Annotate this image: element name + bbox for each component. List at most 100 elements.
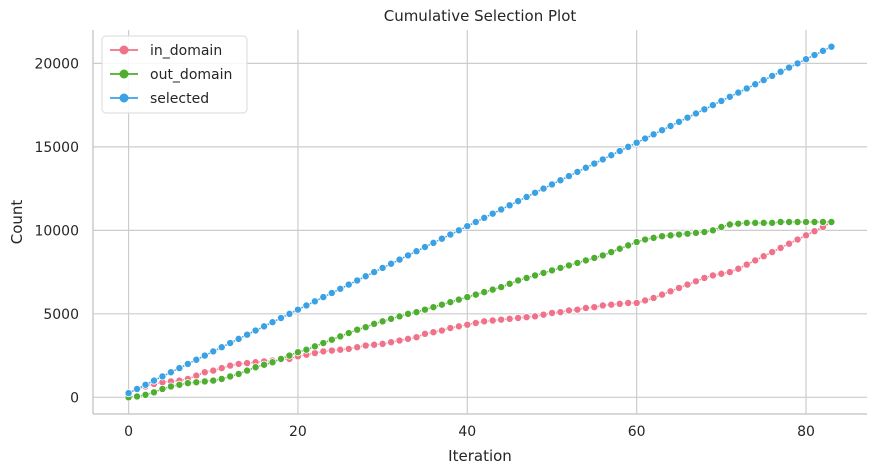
legend-item-out-domain: out_domain [110, 67, 232, 83]
data-point [361, 272, 370, 281]
data-point [624, 298, 633, 307]
data-point [463, 293, 472, 302]
data-point [361, 341, 370, 350]
data-point [793, 59, 802, 68]
data-point [793, 217, 802, 226]
data-point [446, 298, 455, 307]
data-point [260, 322, 269, 331]
data-point [658, 232, 667, 241]
legend-marker [119, 69, 129, 79]
data-point [336, 332, 345, 341]
data-point [675, 230, 684, 239]
data-point [581, 303, 590, 312]
y-tick-labels: 0 5000 10000 15000 20000 [34, 56, 79, 406]
data-point [759, 252, 768, 261]
data-point [488, 209, 497, 218]
data-point [725, 220, 734, 229]
data-point [302, 301, 311, 310]
data-point [293, 348, 302, 357]
data-point [573, 167, 582, 176]
data-point [708, 271, 717, 280]
data-point [268, 358, 277, 367]
data-point [429, 303, 438, 312]
data-point [217, 374, 226, 383]
data-point [514, 197, 523, 206]
data-point [598, 301, 607, 310]
legend-items: in_domain out_domain selected [110, 43, 232, 107]
data-point [632, 238, 641, 247]
data-point [556, 263, 565, 272]
data-point [370, 340, 379, 349]
data-point [319, 293, 328, 302]
data-point [691, 109, 700, 118]
y-axis-label: Count [8, 200, 26, 245]
data-point [632, 298, 641, 307]
data-point [564, 172, 573, 181]
data-point [793, 235, 802, 244]
data-point [641, 296, 650, 305]
data-point [691, 277, 700, 286]
data-point [497, 205, 506, 214]
series-group [124, 42, 836, 402]
data-point [708, 226, 717, 235]
legend-marker [119, 93, 129, 103]
data-point [700, 273, 709, 282]
legend-label: in_domain [150, 43, 222, 59]
data-point [531, 188, 540, 197]
data-point [480, 288, 489, 297]
data-point [370, 268, 379, 277]
data-point [751, 80, 760, 89]
data-point [759, 218, 768, 227]
data-point [378, 263, 387, 272]
data-point [370, 319, 379, 328]
data-point [666, 122, 675, 131]
legend: in_domain out_domain selected [101, 35, 248, 114]
data-point [700, 228, 709, 237]
data-point [480, 213, 489, 222]
data-point [209, 376, 218, 385]
data-point [310, 349, 319, 358]
data-point [641, 235, 650, 244]
data-point [759, 76, 768, 85]
data-point [776, 67, 785, 76]
data-point [717, 96, 726, 105]
data-point [175, 380, 184, 389]
data-point [717, 223, 726, 232]
data-point [446, 230, 455, 239]
data-point [124, 389, 133, 398]
data-point [810, 217, 819, 226]
data-point [471, 319, 480, 328]
series-line [128, 221, 832, 399]
data-point [395, 312, 404, 321]
data-point [446, 324, 455, 333]
data-point [471, 290, 480, 299]
y-tick-label: 0 [70, 390, 79, 406]
data-point [226, 372, 235, 381]
data-point [378, 339, 387, 348]
data-point [522, 192, 531, 201]
data-point [700, 105, 709, 114]
data-point [751, 256, 760, 265]
data-point [590, 159, 599, 168]
series-selected [124, 42, 836, 398]
data-point [260, 360, 269, 369]
data-point [802, 55, 811, 64]
y-tick-label: 20000 [34, 56, 79, 72]
data-point [768, 71, 777, 80]
data-point [734, 264, 743, 273]
x-tick-label: 0 [124, 424, 133, 440]
data-point [768, 218, 777, 227]
data-point [327, 288, 336, 297]
data-point [818, 46, 827, 55]
data-point [471, 217, 480, 226]
data-point [564, 306, 573, 315]
data-point [344, 329, 353, 338]
data-point [361, 323, 370, 332]
data-point [200, 377, 209, 386]
legend-marker [119, 45, 129, 55]
data-point [463, 320, 472, 329]
data-point [480, 317, 489, 326]
data-point [785, 217, 794, 226]
data-point [149, 388, 158, 397]
